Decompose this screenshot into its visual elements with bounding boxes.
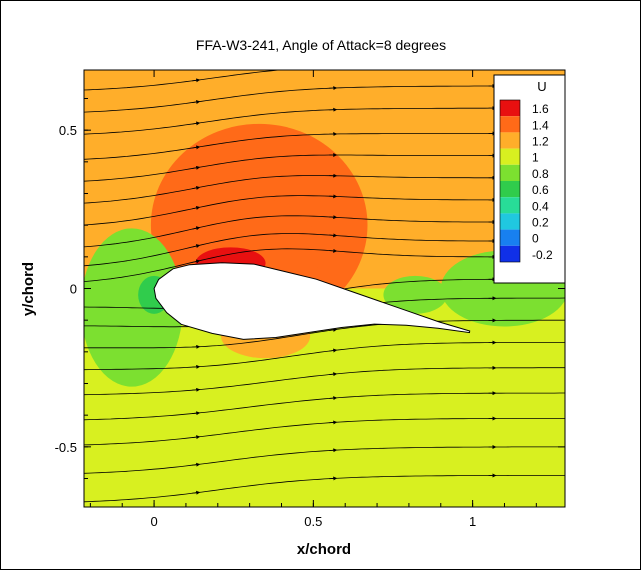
legend-title: U — [537, 79, 546, 94]
x-axis-label: x/chord — [297, 541, 351, 558]
streamline-arrow — [192, 390, 198, 391]
x-tick-label: 0.5 — [304, 514, 322, 529]
legend-label: 1.4 — [532, 118, 549, 132]
legend-swatch — [500, 116, 520, 132]
y-tick-label: -0.5 — [55, 440, 77, 455]
legend-label: 1 — [532, 151, 539, 165]
legend-swatch — [500, 230, 520, 246]
legend-label: -0.2 — [532, 248, 553, 262]
legend-swatch — [500, 149, 520, 165]
chart-title: FFA-W3-241, Angle of Attack=8 degrees — [196, 37, 446, 53]
legend-swatch — [500, 132, 520, 148]
legend-label: 1.6 — [532, 102, 549, 116]
legend-swatch — [500, 181, 520, 197]
legend-label: 0.6 — [532, 183, 549, 197]
x-tick-label: 0 — [150, 514, 157, 529]
legend-label: 0.8 — [532, 167, 549, 181]
legend: U 1.6 1.4 1.2 1 0.8 0.6 0.4 0.2 0 -0.2 — [494, 75, 565, 283]
legend-label: 1.2 — [532, 135, 549, 149]
y-axis-label: y/chord — [20, 262, 37, 316]
y-tick-label: 0 — [70, 282, 77, 297]
legend-swatch — [500, 246, 520, 262]
legend-swatch — [500, 100, 520, 116]
legend-swatch — [500, 213, 520, 229]
legend-label: 0 — [532, 232, 539, 246]
legend-label: 0.4 — [532, 199, 549, 213]
legend-label: 0.2 — [532, 216, 549, 230]
legend-swatch — [500, 197, 520, 213]
legend-swatch — [500, 165, 520, 181]
x-tick-label: 1 — [469, 514, 476, 529]
streamline-arrow — [329, 398, 335, 399]
y-tick-label: 0.5 — [59, 123, 77, 138]
